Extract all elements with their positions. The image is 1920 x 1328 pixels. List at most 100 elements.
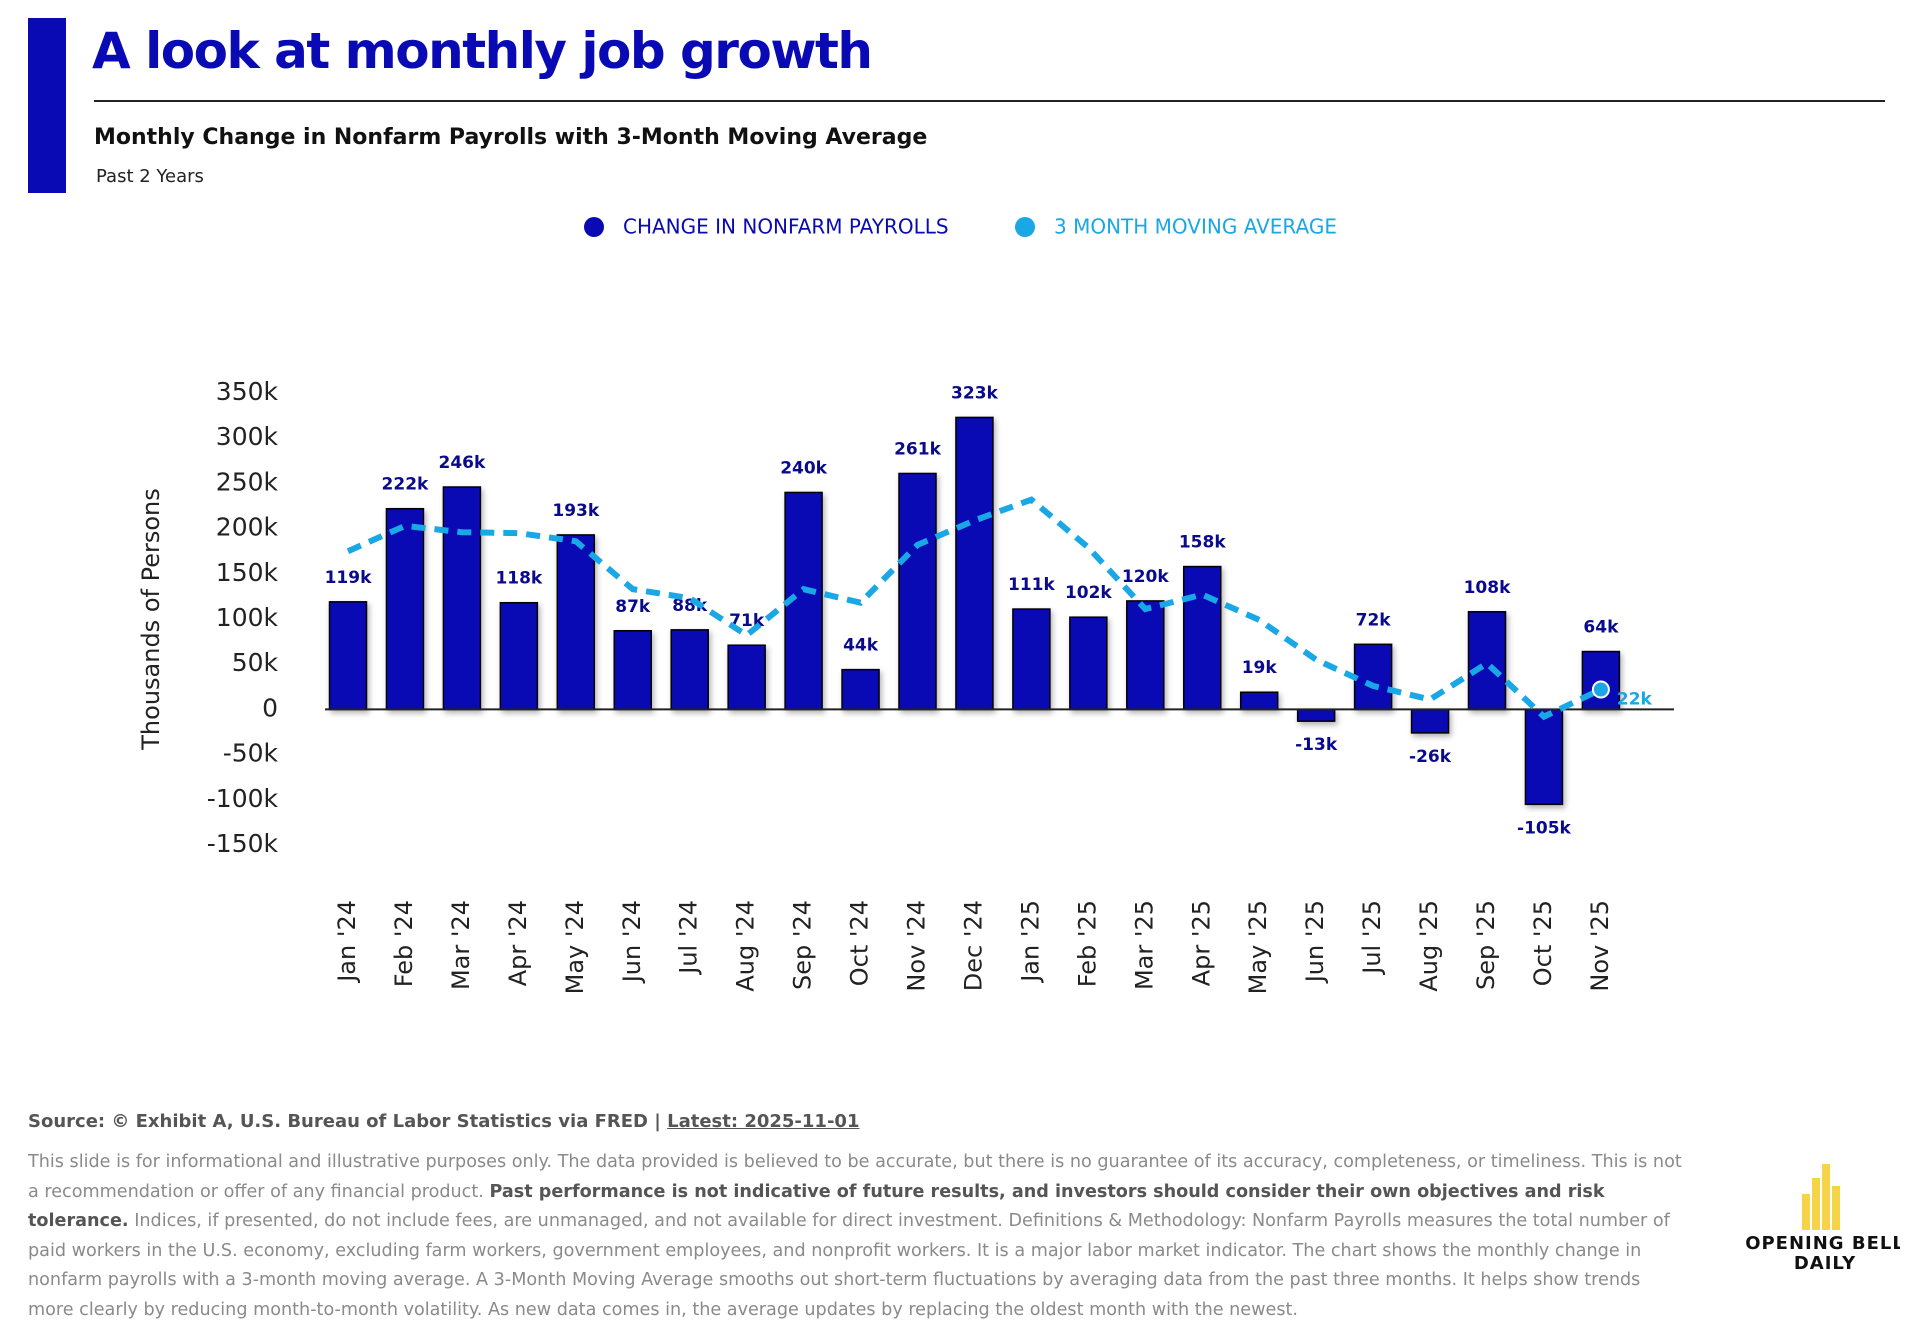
logo-text: DAILY — [1794, 1253, 1856, 1274]
data-label: 246k — [439, 453, 486, 473]
legend-label: CHANGE IN NONFARM PAYROLLS — [623, 215, 949, 239]
legend-swatch — [1015, 217, 1035, 237]
bar — [670, 629, 709, 711]
data-label: -105k — [1517, 818, 1572, 838]
y-tick-label: 150k — [216, 558, 279, 587]
bar — [328, 601, 368, 711]
bar — [1126, 600, 1165, 711]
data-label: 193k — [552, 501, 599, 521]
source: Source: © Exhibit A, U.S. Bureau of Labo… — [28, 1111, 859, 1132]
y-tick-label: 300k — [216, 422, 279, 451]
logo-bar — [1802, 1194, 1810, 1230]
bar — [1410, 708, 1450, 734]
bar — [1353, 643, 1393, 711]
data-label: 44k — [843, 636, 879, 656]
legend-label: 3 MONTH MOVING AVERAGE — [1054, 215, 1337, 239]
data-label: 72k — [1356, 610, 1392, 630]
data-label: 158k — [1179, 533, 1226, 553]
line-endpoint — [1591, 680, 1610, 699]
data-label: 118k — [495, 569, 542, 589]
x-tick-label: Aug '25 — [1415, 900, 1443, 992]
logo-text: OPENING BELL — [1745, 1233, 1900, 1254]
x-tick-label: Dec '24 — [959, 900, 987, 991]
data-label: 102k — [1065, 583, 1112, 603]
bar — [1296, 708, 1336, 722]
x-tick-label: Nov '24 — [903, 900, 931, 992]
bar — [955, 416, 994, 711]
y-tick-label: 100k — [216, 603, 279, 632]
y-tick-label: 200k — [216, 513, 279, 542]
x-tick-label: Oct '24 — [846, 900, 874, 986]
x-tick-label: May '25 — [1244, 900, 1272, 994]
data-label: 261k — [894, 439, 941, 459]
x-tick-label: Jan '24 — [333, 900, 361, 984]
disclaimer-bold: Past performance is not indicative of fu… — [28, 1181, 1605, 1232]
x-tick-label: Apr '24 — [504, 900, 532, 986]
data-label: 240k — [780, 458, 827, 478]
x-tick-label: May '24 — [561, 900, 589, 994]
x-tick-label: Nov '25 — [1586, 900, 1614, 992]
data-label: 119k — [325, 568, 372, 588]
x-tick-label: Feb '24 — [390, 900, 418, 987]
x-tick-label: Jul '24 — [675, 900, 703, 976]
x-tick-label: Sep '24 — [789, 900, 817, 990]
bar — [613, 630, 652, 711]
y-tick-label: 50k — [232, 648, 279, 677]
data-label: -13k — [1295, 735, 1338, 755]
chart-title: Monthly Change in Nonfarm Payrolls with … — [94, 125, 928, 150]
bar — [1581, 650, 1621, 711]
y-tick-label: 0 — [262, 693, 278, 722]
y-tick-label: 350k — [216, 377, 279, 406]
y-tick-label: -100k — [207, 784, 279, 813]
bar — [442, 486, 482, 711]
x-tick-label: Apr '25 — [1187, 900, 1215, 986]
chart: CHANGE IN NONFARM PAYROLLS 3 MONTH MOVING… — [137, 215, 1674, 994]
x-tick-label: Jun '25 — [1301, 900, 1329, 984]
logo: OPENING BELL DAILY — [1745, 1164, 1900, 1274]
data-label: 22k — [1617, 690, 1653, 710]
x-tick-label: Jun '24 — [618, 900, 646, 984]
legend-swatch — [584, 217, 604, 237]
accent-bar — [28, 18, 66, 193]
x-tick-label: Feb '25 — [1073, 900, 1101, 987]
page-title: A look at monthly job growth — [92, 22, 873, 80]
y-tick-label: -150k — [207, 829, 279, 858]
x-tick-label: Mar '25 — [1130, 900, 1158, 990]
latest-link[interactable]: Latest: 2025-11-01 — [667, 1111, 860, 1132]
bar — [1012, 608, 1051, 711]
data-label: 108k — [1464, 578, 1511, 598]
x-tick-label: Aug '24 — [732, 900, 760, 992]
data-label: 111k — [1008, 575, 1055, 595]
data-label: 222k — [382, 475, 429, 495]
bar — [1069, 616, 1108, 711]
x-tick-label: Sep '25 — [1472, 900, 1500, 990]
y-tick-label: 250k — [216, 467, 279, 496]
bar — [1467, 611, 1507, 711]
chart-subtitle: Past 2 Years — [96, 166, 204, 187]
x-tick-label: Jul '25 — [1358, 900, 1386, 976]
bar — [1524, 708, 1564, 806]
data-label: 19k — [1242, 658, 1278, 678]
data-label: 120k — [1122, 567, 1169, 587]
y-axis-title: Thousands of Persons — [137, 488, 165, 750]
data-label: 64k — [1583, 618, 1619, 638]
data-label: -26k — [1409, 747, 1452, 767]
disclaimer-text: This slide is for informational and illu… — [28, 1152, 1682, 1202]
x-tick-label: Jan '25 — [1016, 900, 1044, 984]
bar — [385, 507, 425, 711]
moving-average-line — [346, 496, 1603, 721]
logo-bar — [1812, 1178, 1820, 1230]
x-tick-label: Mar '24 — [447, 900, 475, 990]
logo-bar — [1822, 1164, 1830, 1230]
bar — [1239, 691, 1279, 711]
bar — [499, 601, 539, 711]
x-tick-label: Oct '25 — [1529, 900, 1557, 986]
source-text: Source: © Exhibit A, U.S. Bureau of Labo… — [28, 1111, 661, 1132]
disclaimer-text: Indices, if presented, do not include fe… — [28, 1211, 1670, 1320]
logo-bar — [1832, 1186, 1840, 1230]
disclaimer: This slide is for informational and illu… — [28, 1148, 1688, 1325]
bar — [556, 534, 596, 711]
y-tick-label: -50k — [223, 739, 279, 768]
data-label: 87k — [615, 597, 651, 617]
